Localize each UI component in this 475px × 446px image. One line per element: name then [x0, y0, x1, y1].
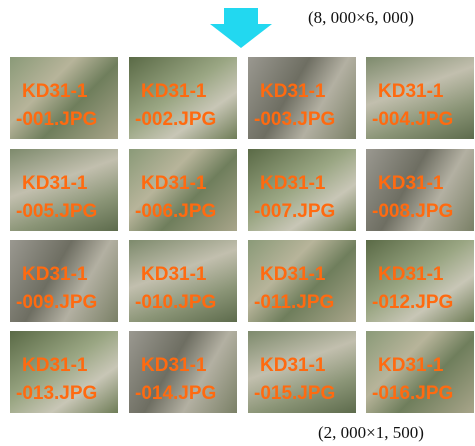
down-arrow: [210, 8, 272, 48]
tile: KD31-1 -011.JPG: [248, 240, 356, 322]
tile-label: KD31-1: [22, 264, 88, 285]
tile-label: -011.JPG: [254, 292, 335, 313]
tile: KD31-1 -014.JPG: [129, 331, 237, 413]
tile: KD31-1 -007.JPG: [248, 149, 356, 231]
tile: KD31-1 -012.JPG: [366, 240, 474, 322]
tile-label: -014.JPG: [135, 383, 217, 404]
tile-label: -004.JPG: [372, 109, 454, 130]
tile: KD31-1 -010.JPG: [129, 240, 237, 322]
tile-label: KD31-1: [378, 81, 444, 102]
tile-label: KD31-1: [378, 264, 444, 285]
tile-label: KD31-1: [141, 355, 207, 376]
tile-label: -012.JPG: [372, 292, 454, 313]
tile-label: -010.JPG: [135, 292, 217, 313]
tile-label: KD31-1: [22, 81, 88, 102]
tile: KD31-1 -002.JPG: [129, 57, 237, 139]
tile-label: -005.JPG: [16, 201, 98, 222]
tile-label: -013.JPG: [16, 383, 98, 404]
tile-label: KD31-1: [141, 81, 207, 102]
arrow: [210, 8, 272, 48]
tile: KD31-1 -015.JPG: [248, 331, 356, 413]
tile-label: KD31-1: [378, 173, 444, 194]
tile: KD31-1 -005.JPG: [10, 149, 118, 231]
tile-label: KD31-1: [260, 264, 326, 285]
tile: KD31-1 -013.JPG: [10, 331, 118, 413]
tile-label: -015.JPG: [254, 383, 336, 404]
tile-label: KD31-1: [260, 173, 326, 194]
tile-label: KD31-1: [141, 264, 207, 285]
tile-label: KD31-1: [22, 355, 88, 376]
tile-size: (2, 000×1, 500): [318, 423, 424, 442]
tile-label: -007.JPG: [254, 201, 336, 222]
tile-label: -003.JPG: [254, 109, 336, 130]
tile-label: -009.JPG: [16, 292, 98, 313]
tile: KD31-1 -003.JPG: [248, 57, 356, 139]
tile-label: -002.JPG: [135, 109, 217, 130]
tile: KD31-1 -001.JPG: [10, 57, 118, 139]
tile-label: -006.JPG: [135, 201, 217, 222]
tile-label: KD31-1: [141, 173, 207, 194]
tile: KD31-1 -009.JPG: [10, 240, 118, 322]
tile-label: -001.JPG: [16, 109, 98, 130]
tile-label: KD31-1: [22, 173, 88, 194]
tile: KD31-1 -016.JPG: [366, 331, 474, 413]
tile-label: -008.JPG: [372, 201, 454, 222]
tile-label: KD31-1: [260, 355, 326, 376]
tile-label: KD31-1: [260, 81, 326, 102]
tile-label: KD31-1: [378, 355, 444, 376]
tile: KD31-1 -006.JPG: [129, 149, 237, 231]
tile: KD31-1 -008.JPG: [366, 149, 474, 231]
source-size: (8, 000×6, 000): [308, 8, 414, 27]
tile-label: -016.JPG: [372, 383, 454, 404]
tile: KD31-1 -004.JPG: [366, 57, 474, 139]
